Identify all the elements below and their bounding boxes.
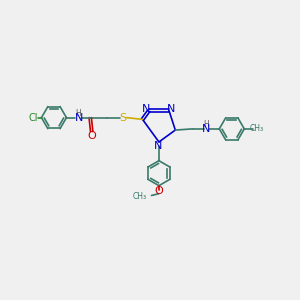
- Text: H: H: [203, 120, 209, 129]
- Text: N: N: [154, 141, 163, 151]
- Text: S: S: [120, 112, 127, 123]
- Text: N: N: [202, 124, 210, 134]
- Text: N: N: [142, 104, 151, 114]
- Text: H: H: [76, 109, 82, 118]
- Text: N: N: [167, 104, 176, 114]
- Text: O: O: [154, 186, 163, 196]
- Text: CH₃: CH₃: [250, 124, 264, 134]
- Text: N: N: [74, 112, 83, 123]
- Text: O: O: [87, 131, 96, 141]
- Text: CH₃: CH₃: [133, 193, 147, 202]
- Text: Cl: Cl: [29, 112, 38, 123]
